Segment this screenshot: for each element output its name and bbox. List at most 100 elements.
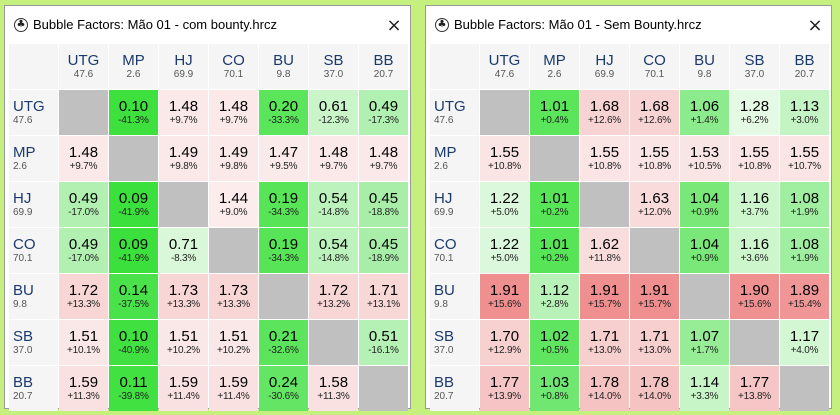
matrix-cell[interactable]: 1.49 +9.8% xyxy=(159,136,208,181)
column-header-bb[interactable]: BB 20.7 xyxy=(359,44,408,89)
close-button[interactable]: × xyxy=(807,14,823,36)
matrix-cell[interactable]: 1.89 +15.4% xyxy=(780,274,829,319)
matrix-cell[interactable]: 1.22 +5.0% xyxy=(480,228,529,273)
row-header-bb[interactable]: BB 20.7 xyxy=(9,366,58,411)
matrix-cell[interactable]: 1.91 +15.7% xyxy=(580,274,629,319)
matrix-cell[interactable]: 1.16 +3.6% xyxy=(730,228,779,273)
matrix-cell[interactable]: 1.48 +9.7% xyxy=(359,136,408,181)
matrix-cell[interactable]: 1.68 +12.6% xyxy=(630,90,679,135)
matrix-cell[interactable]: 1.16 +3.7% xyxy=(730,182,779,227)
matrix-cell[interactable]: 0.45 -18.8% xyxy=(359,182,408,227)
column-header-co[interactable]: CO 70.1 xyxy=(630,44,679,89)
column-header-utg[interactable]: UTG 47.6 xyxy=(480,44,529,89)
matrix-cell[interactable]: 1.55 +10.8% xyxy=(580,136,629,181)
matrix-cell[interactable]: 1.12 +2.8% xyxy=(530,274,579,319)
column-header-sb[interactable]: SB 37.0 xyxy=(309,44,358,89)
matrix-cell[interactable]: 1.01 +0.2% xyxy=(530,182,579,227)
matrix-cell[interactable]: 1.04 +0.9% xyxy=(680,182,729,227)
matrix-cell[interactable]: 0.09 -41.9% xyxy=(109,182,158,227)
matrix-cell[interactable]: 1.53 +10.5% xyxy=(680,136,729,181)
matrix-cell[interactable]: 0.20 -33.3% xyxy=(259,90,308,135)
matrix-cell[interactable]: 1.14 +3.3% xyxy=(680,366,729,411)
matrix-cell[interactable]: 1.62 +11.8% xyxy=(580,228,629,273)
matrix-cell[interactable]: 1.59 +11.4% xyxy=(159,366,208,411)
matrix-cell[interactable]: 1.48 +9.7% xyxy=(309,136,358,181)
row-header-hj[interactable]: HJ 69.9 xyxy=(430,182,479,227)
matrix-cell[interactable]: 1.71 +13.0% xyxy=(580,320,629,365)
row-header-hj[interactable]: HJ 69.9 xyxy=(9,182,58,227)
matrix-cell[interactable]: 0.21 -32.6% xyxy=(259,320,308,365)
row-header-co[interactable]: CO 70.1 xyxy=(9,228,58,273)
matrix-cell[interactable]: 1.04 +0.9% xyxy=(680,228,729,273)
matrix-cell[interactable]: 0.11 -39.8% xyxy=(109,366,158,411)
matrix-cell[interactable]: 1.48 +9.7% xyxy=(209,90,258,135)
matrix-cell[interactable]: 1.72 +13.3% xyxy=(59,274,108,319)
matrix-cell[interactable]: 1.59 +11.3% xyxy=(59,366,108,411)
matrix-cell[interactable]: 1.55 +10.8% xyxy=(730,136,779,181)
matrix-cell[interactable]: 0.19 -34.3% xyxy=(259,228,308,273)
matrix-cell[interactable]: 1.48 +9.7% xyxy=(59,136,108,181)
row-header-bu[interactable]: BU 9.8 xyxy=(9,274,58,319)
column-header-bb[interactable]: BB 20.7 xyxy=(780,44,829,89)
matrix-cell[interactable]: 1.49 +9.8% xyxy=(209,136,258,181)
matrix-cell[interactable]: 1.55 +10.7% xyxy=(780,136,829,181)
row-header-utg[interactable]: UTG 47.6 xyxy=(430,90,479,135)
matrix-cell[interactable]: 1.73 +13.3% xyxy=(159,274,208,319)
matrix-cell[interactable]: 0.10 -41.3% xyxy=(109,90,158,135)
column-header-hj[interactable]: HJ 69.9 xyxy=(159,44,208,89)
matrix-cell[interactable]: 1.08 +1.9% xyxy=(780,228,829,273)
matrix-cell[interactable]: 1.91 +15.6% xyxy=(480,274,529,319)
matrix-cell[interactable]: 1.55 +10.8% xyxy=(480,136,529,181)
matrix-cell[interactable]: 1.91 +15.7% xyxy=(630,274,679,319)
matrix-cell[interactable]: 1.08 +1.9% xyxy=(780,182,829,227)
matrix-cell[interactable]: 1.70 +12.9% xyxy=(480,320,529,365)
column-header-sb[interactable]: SB 37.0 xyxy=(730,44,779,89)
matrix-cell[interactable]: 1.59 +11.4% xyxy=(209,366,258,411)
matrix-cell[interactable]: 0.54 -14.8% xyxy=(309,228,358,273)
column-header-hj[interactable]: HJ 69.9 xyxy=(580,44,629,89)
matrix-cell[interactable]: 0.14 -37.5% xyxy=(109,274,158,319)
column-header-co[interactable]: CO 70.1 xyxy=(209,44,258,89)
column-header-bu[interactable]: BU 9.8 xyxy=(680,44,729,89)
close-button[interactable]: × xyxy=(386,14,402,36)
column-header-mp[interactable]: MP 2.6 xyxy=(109,44,158,89)
matrix-cell[interactable]: 0.54 -14.8% xyxy=(309,182,358,227)
matrix-cell[interactable]: 1.01 +0.4% xyxy=(530,90,579,135)
row-header-co[interactable]: CO 70.1 xyxy=(430,228,479,273)
column-header-utg[interactable]: UTG 47.6 xyxy=(59,44,108,89)
matrix-cell[interactable]: 1.71 +13.0% xyxy=(630,320,679,365)
matrix-cell[interactable]: 1.44 +9.0% xyxy=(209,182,258,227)
matrix-cell[interactable]: 0.24 -30.6% xyxy=(259,366,308,411)
matrix-cell[interactable]: 1.90 +15.6% xyxy=(730,274,779,319)
matrix-cell[interactable]: 1.06 +1.4% xyxy=(680,90,729,135)
matrix-cell[interactable]: 1.51 +10.1% xyxy=(59,320,108,365)
row-header-bb[interactable]: BB 20.7 xyxy=(430,366,479,411)
matrix-cell[interactable]: 1.03 +0.8% xyxy=(530,366,579,411)
row-header-utg[interactable]: UTG 47.6 xyxy=(9,90,58,135)
matrix-cell[interactable]: 0.49 -17.0% xyxy=(59,228,108,273)
column-header-bu[interactable]: BU 9.8 xyxy=(259,44,308,89)
matrix-cell[interactable]: 0.49 -17.0% xyxy=(59,182,108,227)
matrix-cell[interactable]: 0.61 -12.3% xyxy=(309,90,358,135)
title-bar[interactable]: ♣ Bubble Factors: Mão 01 - com bounty.hr… xyxy=(5,6,410,43)
matrix-cell[interactable]: 0.49 -17.3% xyxy=(359,90,408,135)
matrix-cell[interactable]: 0.51 -16.1% xyxy=(359,320,408,365)
matrix-cell[interactable]: 1.78 +14.0% xyxy=(630,366,679,411)
matrix-cell[interactable]: 0.09 -41.9% xyxy=(109,228,158,273)
row-header-sb[interactable]: SB 37.0 xyxy=(430,320,479,365)
row-header-bu[interactable]: BU 9.8 xyxy=(430,274,479,319)
matrix-cell[interactable]: 0.10 -40.9% xyxy=(109,320,158,365)
matrix-cell[interactable]: 1.17 +4.0% xyxy=(780,320,829,365)
matrix-cell[interactable]: 1.47 +9.5% xyxy=(259,136,308,181)
matrix-cell[interactable]: 1.71 +13.1% xyxy=(359,274,408,319)
matrix-cell[interactable]: 1.77 +13.9% xyxy=(480,366,529,411)
row-header-sb[interactable]: SB 37.0 xyxy=(9,320,58,365)
title-bar[interactable]: ♣ Bubble Factors: Mão 01 - Sem Bounty.hr… xyxy=(426,6,831,43)
matrix-cell[interactable]: 1.58 +11.3% xyxy=(309,366,358,411)
matrix-cell[interactable]: 1.78 +14.0% xyxy=(580,366,629,411)
matrix-cell[interactable]: 1.55 +10.8% xyxy=(630,136,679,181)
matrix-cell[interactable]: 1.77 +13.8% xyxy=(730,366,779,411)
matrix-cell[interactable]: 1.01 +0.2% xyxy=(530,228,579,273)
matrix-cell[interactable]: 1.07 +1.7% xyxy=(680,320,729,365)
matrix-cell[interactable]: 1.13 +3.0% xyxy=(780,90,829,135)
